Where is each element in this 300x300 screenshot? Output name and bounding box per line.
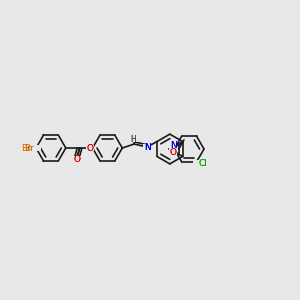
Bar	[129, 136, 137, 142]
Text: N: N	[144, 142, 150, 152]
Text: H: H	[130, 135, 136, 144]
Text: O: O	[169, 148, 176, 157]
Text: O: O	[86, 143, 93, 152]
Text: N: N	[170, 141, 176, 150]
Bar	[85, 145, 94, 152]
Text: Br: Br	[24, 143, 34, 152]
Bar	[143, 144, 151, 151]
Text: O: O	[73, 155, 80, 164]
Bar	[169, 149, 177, 156]
Text: N: N	[144, 142, 150, 152]
Text: N: N	[144, 142, 150, 152]
Bar	[193, 160, 204, 167]
Text: N: N	[170, 141, 176, 150]
Bar	[73, 156, 81, 164]
Bar	[73, 156, 81, 164]
Text: O: O	[169, 148, 176, 157]
Bar	[143, 144, 151, 151]
Bar	[28, 145, 40, 152]
Text: Cl: Cl	[199, 159, 207, 168]
Bar	[129, 136, 137, 142]
Bar	[169, 142, 177, 149]
Text: O: O	[73, 155, 80, 164]
Text: Br: Br	[21, 143, 31, 152]
Text: Cl: Cl	[199, 159, 207, 168]
Bar	[85, 145, 94, 152]
Text: O: O	[86, 143, 93, 152]
Text: H: H	[130, 135, 136, 144]
Bar	[193, 160, 204, 167]
Bar	[169, 142, 177, 149]
Bar	[25, 145, 38, 152]
Bar	[169, 149, 177, 156]
Bar	[143, 144, 151, 151]
